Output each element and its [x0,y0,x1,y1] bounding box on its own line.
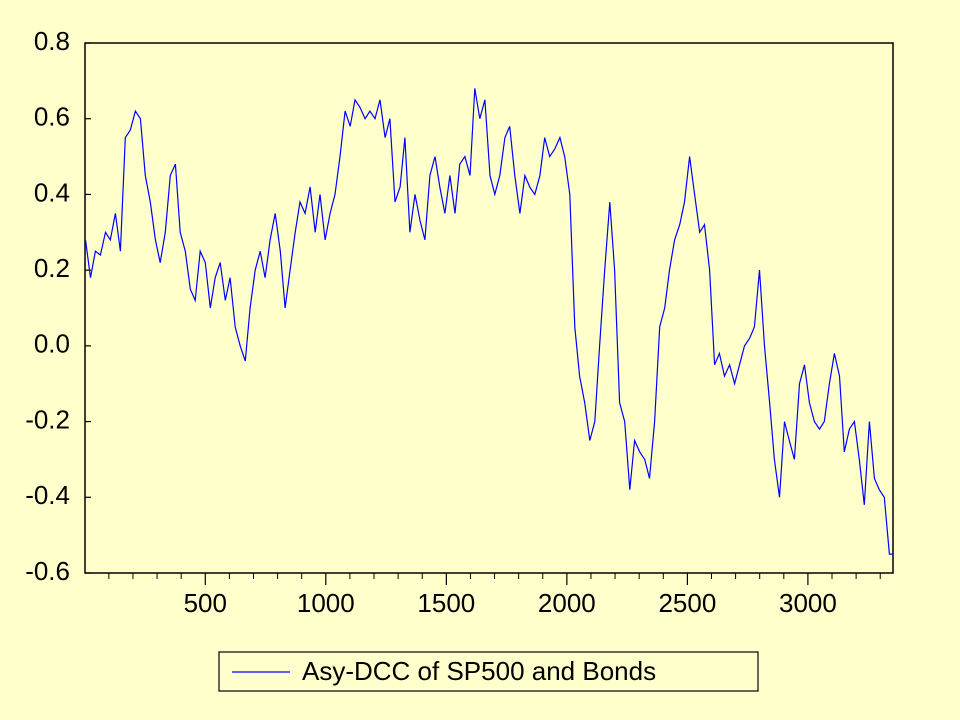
x-tick-label: 2500 [658,588,716,618]
y-tick-label: 0.4 [34,177,70,207]
y-tick-label: 0.6 [34,102,70,132]
y-tick-label: -0.4 [25,480,70,510]
x-tick-label: 1000 [297,588,355,618]
x-tick-label: 500 [184,588,227,618]
y-tick-label: -0.2 [25,404,70,434]
x-tick-label: 1500 [417,588,475,618]
legend-label: Asy-DCC of SP500 and Bonds [302,656,656,686]
legend-box [218,651,759,692]
y-tick-label: -0.6 [25,556,70,586]
plot-area [84,42,894,574]
y-tick-label: 0.2 [34,253,70,283]
series-line [84,88,893,555]
y-tick-label: 0.8 [34,26,70,56]
x-tick-label: 3000 [779,588,837,618]
y-tick-label: 0.0 [34,329,70,359]
x-tick-label: 2000 [538,588,596,618]
